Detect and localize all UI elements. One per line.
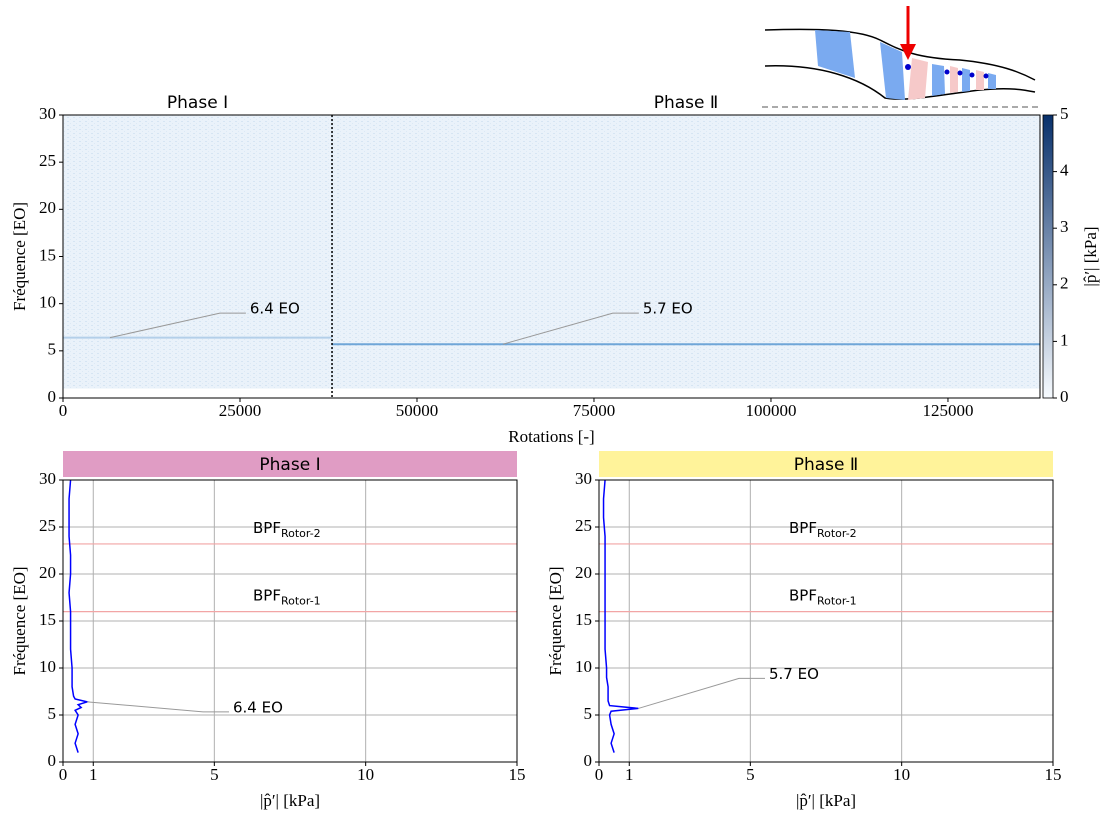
y-tick-label: 20 [575,563,592,582]
bpf-label-sub: Rotor-1 [281,595,321,608]
x-tick-label: 1 [89,765,98,784]
bpf-label: BPFRotor-2 [253,518,321,540]
phase-label: Phase Ⅰ [167,93,228,113]
colorbar-tick-label: 5 [1060,104,1069,123]
x-tick-label: 100000 [745,401,796,420]
chart-title: Phase Ⅱ [794,455,859,475]
annotation: 5.7 EO [769,665,819,683]
y-tick-label: 25 [575,516,592,535]
colorbar-tick-label: 4 [1060,161,1069,180]
annotation-leader [502,312,639,345]
x-axis-label: |p̂′| [kPa] [796,791,856,810]
bpf-label-main: BPF [789,586,817,604]
y-axis-label: Fréquence [EO] [10,202,29,311]
annotation: 6.4 EO [233,698,283,716]
x-tick-label: 75000 [573,401,616,420]
title-band [599,451,1053,477]
x-axis-label: Rotations [-] [508,427,594,446]
x-tick-label: 0 [59,401,68,420]
annotation-leader [109,312,246,339]
colorbar-tick-label: 0 [1060,387,1069,406]
x-tick-label: 0 [595,765,604,784]
y-tick-label: 20 [39,563,56,582]
y-tick-label: 10 [39,293,56,312]
x-tick-label: 1 [625,765,634,784]
bpf-label: BPFRotor-2 [789,518,857,540]
bpf-label-main: BPF [253,518,281,536]
y-tick-label: 0 [48,751,57,770]
y-tick-label: 25 [39,516,56,535]
x-axis-label: |p̂′| [kPa] [260,791,320,810]
y-tick-label: 30 [39,104,56,123]
y-tick-label: 15 [575,610,592,629]
y-tick-label: 10 [575,657,592,676]
y-tick-label: 15 [39,245,56,264]
y-tick-label: 5 [48,704,57,723]
x-tick-label: 0 [59,765,68,784]
x-tick-label: 125000 [922,401,973,420]
chart-title: Phase Ⅰ [259,455,320,475]
colorbar [1042,114,1054,399]
y-tick-label: 0 [48,387,57,406]
y-tick-label: 20 [39,198,56,217]
heatmap-bg [63,115,1040,389]
x-tick-label: 50000 [396,401,439,420]
bpf-label: BPFRotor-1 [253,586,321,608]
y-axis-label: Fréquence [EO] [10,566,29,675]
bpf-label-main: BPF [253,586,281,604]
bpf-label: BPFRotor-1 [789,586,857,608]
y-tick-label: 5 [48,340,57,359]
bpf-label-main: BPF [789,518,817,536]
x-tick-label: 10 [357,765,374,784]
x-tick-label: 10 [893,765,910,784]
x-tick-label: 15 [509,765,526,784]
bpf-label-sub: Rotor-1 [817,595,857,608]
annotation-leader [638,677,765,709]
colorbar-tick-label: 3 [1060,217,1069,236]
phase-label: Phase Ⅱ [654,93,719,113]
spectrum-line [602,479,639,753]
y-tick-label: 10 [39,657,56,676]
x-tick-label: 15 [1045,765,1062,784]
annotation: 6.4 EO [250,300,300,318]
y-tick-label: 0 [584,751,593,770]
plot-frame [62,479,518,763]
annotation-leader [87,701,229,713]
y-tick-label: 15 [39,610,56,629]
plot-frame [598,479,1054,763]
colorbar-label: |p̂′| [kPa] [1081,226,1100,286]
y-tick-label: 25 [39,151,56,170]
y-tick-label: 30 [575,469,592,488]
plot-frame [62,114,1041,399]
y-tick-label: 30 [39,469,56,488]
y-axis-label: Fréquence [EO] [546,566,565,675]
spectrum-line [68,479,91,753]
annotation: 5.7 EO [643,300,693,318]
y-tick-label: 5 [584,704,593,723]
x-tick-label: 25000 [219,401,262,420]
x-tick-label: 5 [746,765,755,784]
title-band [63,451,517,477]
bpf-label-sub: Rotor-2 [281,527,321,540]
x-tick-label: 5 [210,765,219,784]
bpf-label-sub: Rotor-2 [817,527,857,540]
turbine-inset [762,6,1040,108]
colorbar-tick-label: 1 [1060,330,1069,349]
colorbar-tick-label: 2 [1060,274,1069,293]
